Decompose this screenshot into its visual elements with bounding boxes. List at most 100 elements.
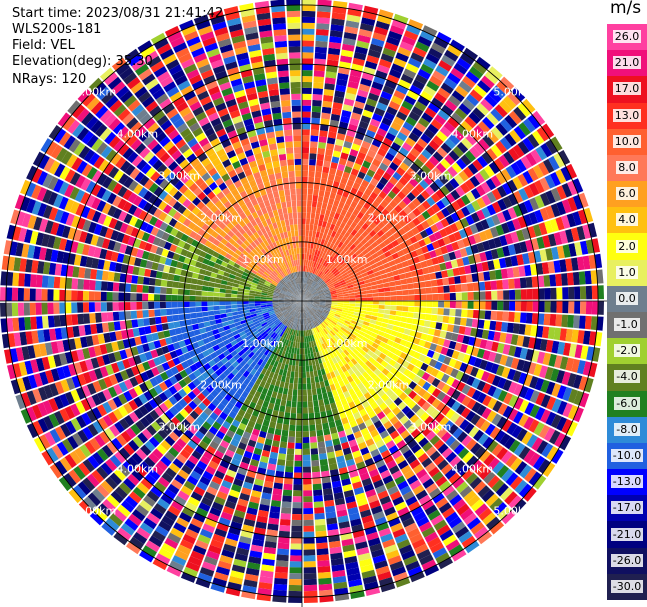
range-gate <box>449 284 456 293</box>
range-gate <box>321 172 329 180</box>
range-gate <box>479 252 488 262</box>
range-gate <box>533 422 545 436</box>
range-gate <box>363 5 379 15</box>
range-gate <box>368 335 376 342</box>
range-gate <box>320 258 326 265</box>
range-gate <box>456 158 467 170</box>
range-gate <box>504 114 518 129</box>
range-gate <box>206 486 218 496</box>
range-gate <box>421 245 429 254</box>
range-gate <box>313 297 320 300</box>
range-gate <box>469 89 483 102</box>
range-gate <box>389 310 397 316</box>
range-gate <box>337 234 344 242</box>
range-gate <box>527 133 540 148</box>
range-gate <box>534 338 542 350</box>
range-gate <box>240 436 249 445</box>
range-gate <box>307 301 314 303</box>
range-gate <box>526 301 533 312</box>
range-gate <box>466 375 476 386</box>
range-gate <box>376 167 385 177</box>
range-gate <box>307 295 313 299</box>
range-gate <box>352 481 363 490</box>
range-gate <box>242 295 249 299</box>
range-gate <box>293 317 297 324</box>
range-gate <box>562 387 573 402</box>
range-gate <box>480 219 490 230</box>
range-gate <box>430 368 440 378</box>
range-gate <box>390 384 399 393</box>
range-gate <box>408 306 415 313</box>
range-gate <box>486 204 497 216</box>
range-gate <box>354 377 362 386</box>
range-gate <box>160 309 167 316</box>
range-gate <box>307 278 311 285</box>
range-gate <box>364 103 376 113</box>
range-gate <box>287 442 295 449</box>
range-gate <box>320 239 325 246</box>
range-gate <box>313 302 320 305</box>
range-gate <box>475 262 484 273</box>
range-gate <box>323 494 334 502</box>
range-gate <box>529 197 540 211</box>
range-gate <box>424 564 440 577</box>
range-gate <box>378 288 385 293</box>
range-gate <box>405 560 420 572</box>
range-gate <box>314 327 319 334</box>
range-gate <box>126 541 141 555</box>
range-gate <box>427 123 439 135</box>
range-gate <box>478 281 486 291</box>
range-gate <box>339 436 348 444</box>
range-gate <box>12 317 20 332</box>
range-gate <box>296 425 302 432</box>
range-gate <box>289 328 293 335</box>
range-gate <box>384 79 397 90</box>
range-gate <box>302 301 306 306</box>
range-gate <box>327 137 336 145</box>
range-gate <box>314 518 326 526</box>
range-gate <box>311 382 316 390</box>
range-gate <box>196 312 203 318</box>
range-gate <box>304 348 308 355</box>
range-gate <box>363 262 371 269</box>
range-gate <box>302 301 308 305</box>
range-gate <box>439 363 449 373</box>
range-gate <box>285 339 290 347</box>
range-gate <box>366 304 373 308</box>
range-gate <box>513 397 524 410</box>
range-gate <box>369 372 378 380</box>
range-gate <box>340 315 347 320</box>
range-gate <box>333 253 339 260</box>
range-gate <box>317 318 322 324</box>
range-gate <box>307 302 314 305</box>
range-gate <box>255 521 267 530</box>
range-gate <box>321 283 327 288</box>
range-gate <box>508 439 521 453</box>
range-gate <box>401 186 411 196</box>
range-gate <box>219 288 226 293</box>
range-gate <box>420 333 428 341</box>
range-gate <box>562 244 571 258</box>
range-gate <box>487 385 497 397</box>
range-gate <box>303 277 306 284</box>
range-gate <box>317 5 332 13</box>
range-gate <box>450 212 460 223</box>
range-gate <box>372 434 382 443</box>
range-gate <box>371 353 379 361</box>
range-gate <box>339 221 346 229</box>
range-gate <box>302 296 306 301</box>
range-gate <box>399 415 409 425</box>
range-gate <box>354 455 364 464</box>
ray <box>225 301 302 597</box>
range-gate <box>366 255 374 263</box>
range-gate <box>251 428 260 437</box>
range-gate <box>290 341 294 348</box>
range-gate <box>306 212 311 219</box>
range-gate <box>373 368 382 376</box>
range-gate <box>323 246 329 254</box>
range-gate <box>339 336 346 343</box>
range-gate <box>466 203 476 214</box>
range-gate <box>350 372 358 381</box>
range-gate <box>553 260 561 273</box>
range-gate <box>453 460 466 472</box>
